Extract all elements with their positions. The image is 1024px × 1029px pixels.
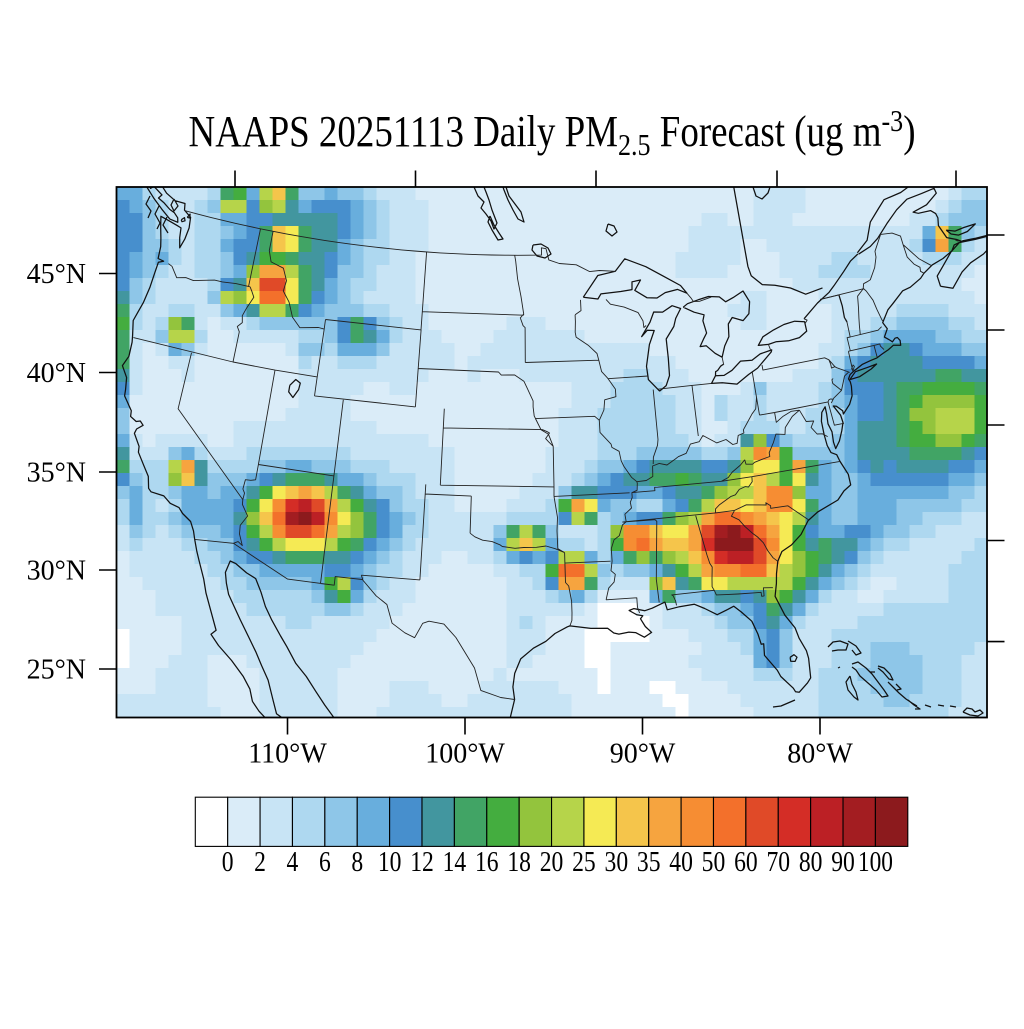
svg-text:110°W: 110°W (248, 739, 327, 770)
svg-text:90: 90 (831, 847, 855, 878)
svg-text:35: 35 (637, 847, 661, 878)
svg-text:70: 70 (766, 847, 790, 878)
svg-text:35°N: 35°N (27, 458, 86, 489)
svg-text:14: 14 (443, 847, 467, 878)
svg-text:80: 80 (799, 847, 823, 878)
svg-text:90°W: 90°W (610, 739, 676, 770)
svg-text:4: 4 (287, 847, 299, 878)
svg-text:NAAPS 20251113 Daily PM2.5 For: NAAPS 20251113 Daily PM2.5 Forecast (ug … (189, 103, 916, 162)
svg-text:10: 10 (378, 847, 402, 878)
svg-text:100°W: 100°W (425, 739, 505, 770)
svg-text:0: 0 (222, 847, 234, 878)
svg-text:2: 2 (254, 847, 266, 878)
svg-text:20: 20 (540, 847, 564, 878)
svg-text:60: 60 (734, 847, 758, 878)
svg-text:6: 6 (319, 847, 331, 878)
svg-text:40°N: 40°N (27, 358, 86, 389)
svg-text:25°N: 25°N (27, 655, 86, 686)
svg-text:18: 18 (507, 847, 531, 878)
svg-text:30: 30 (605, 847, 629, 878)
svg-text:40: 40 (669, 847, 693, 878)
svg-text:100: 100 (858, 847, 893, 878)
svg-text:8: 8 (351, 847, 363, 878)
svg-text:45°N: 45°N (27, 259, 86, 290)
svg-text:80°W: 80°W (787, 739, 853, 770)
svg-text:30°N: 30°N (27, 556, 86, 587)
svg-text:16: 16 (475, 847, 499, 878)
svg-text:12: 12 (410, 847, 434, 878)
svg-text:25: 25 (572, 847, 596, 878)
svg-text:50: 50 (702, 847, 726, 878)
